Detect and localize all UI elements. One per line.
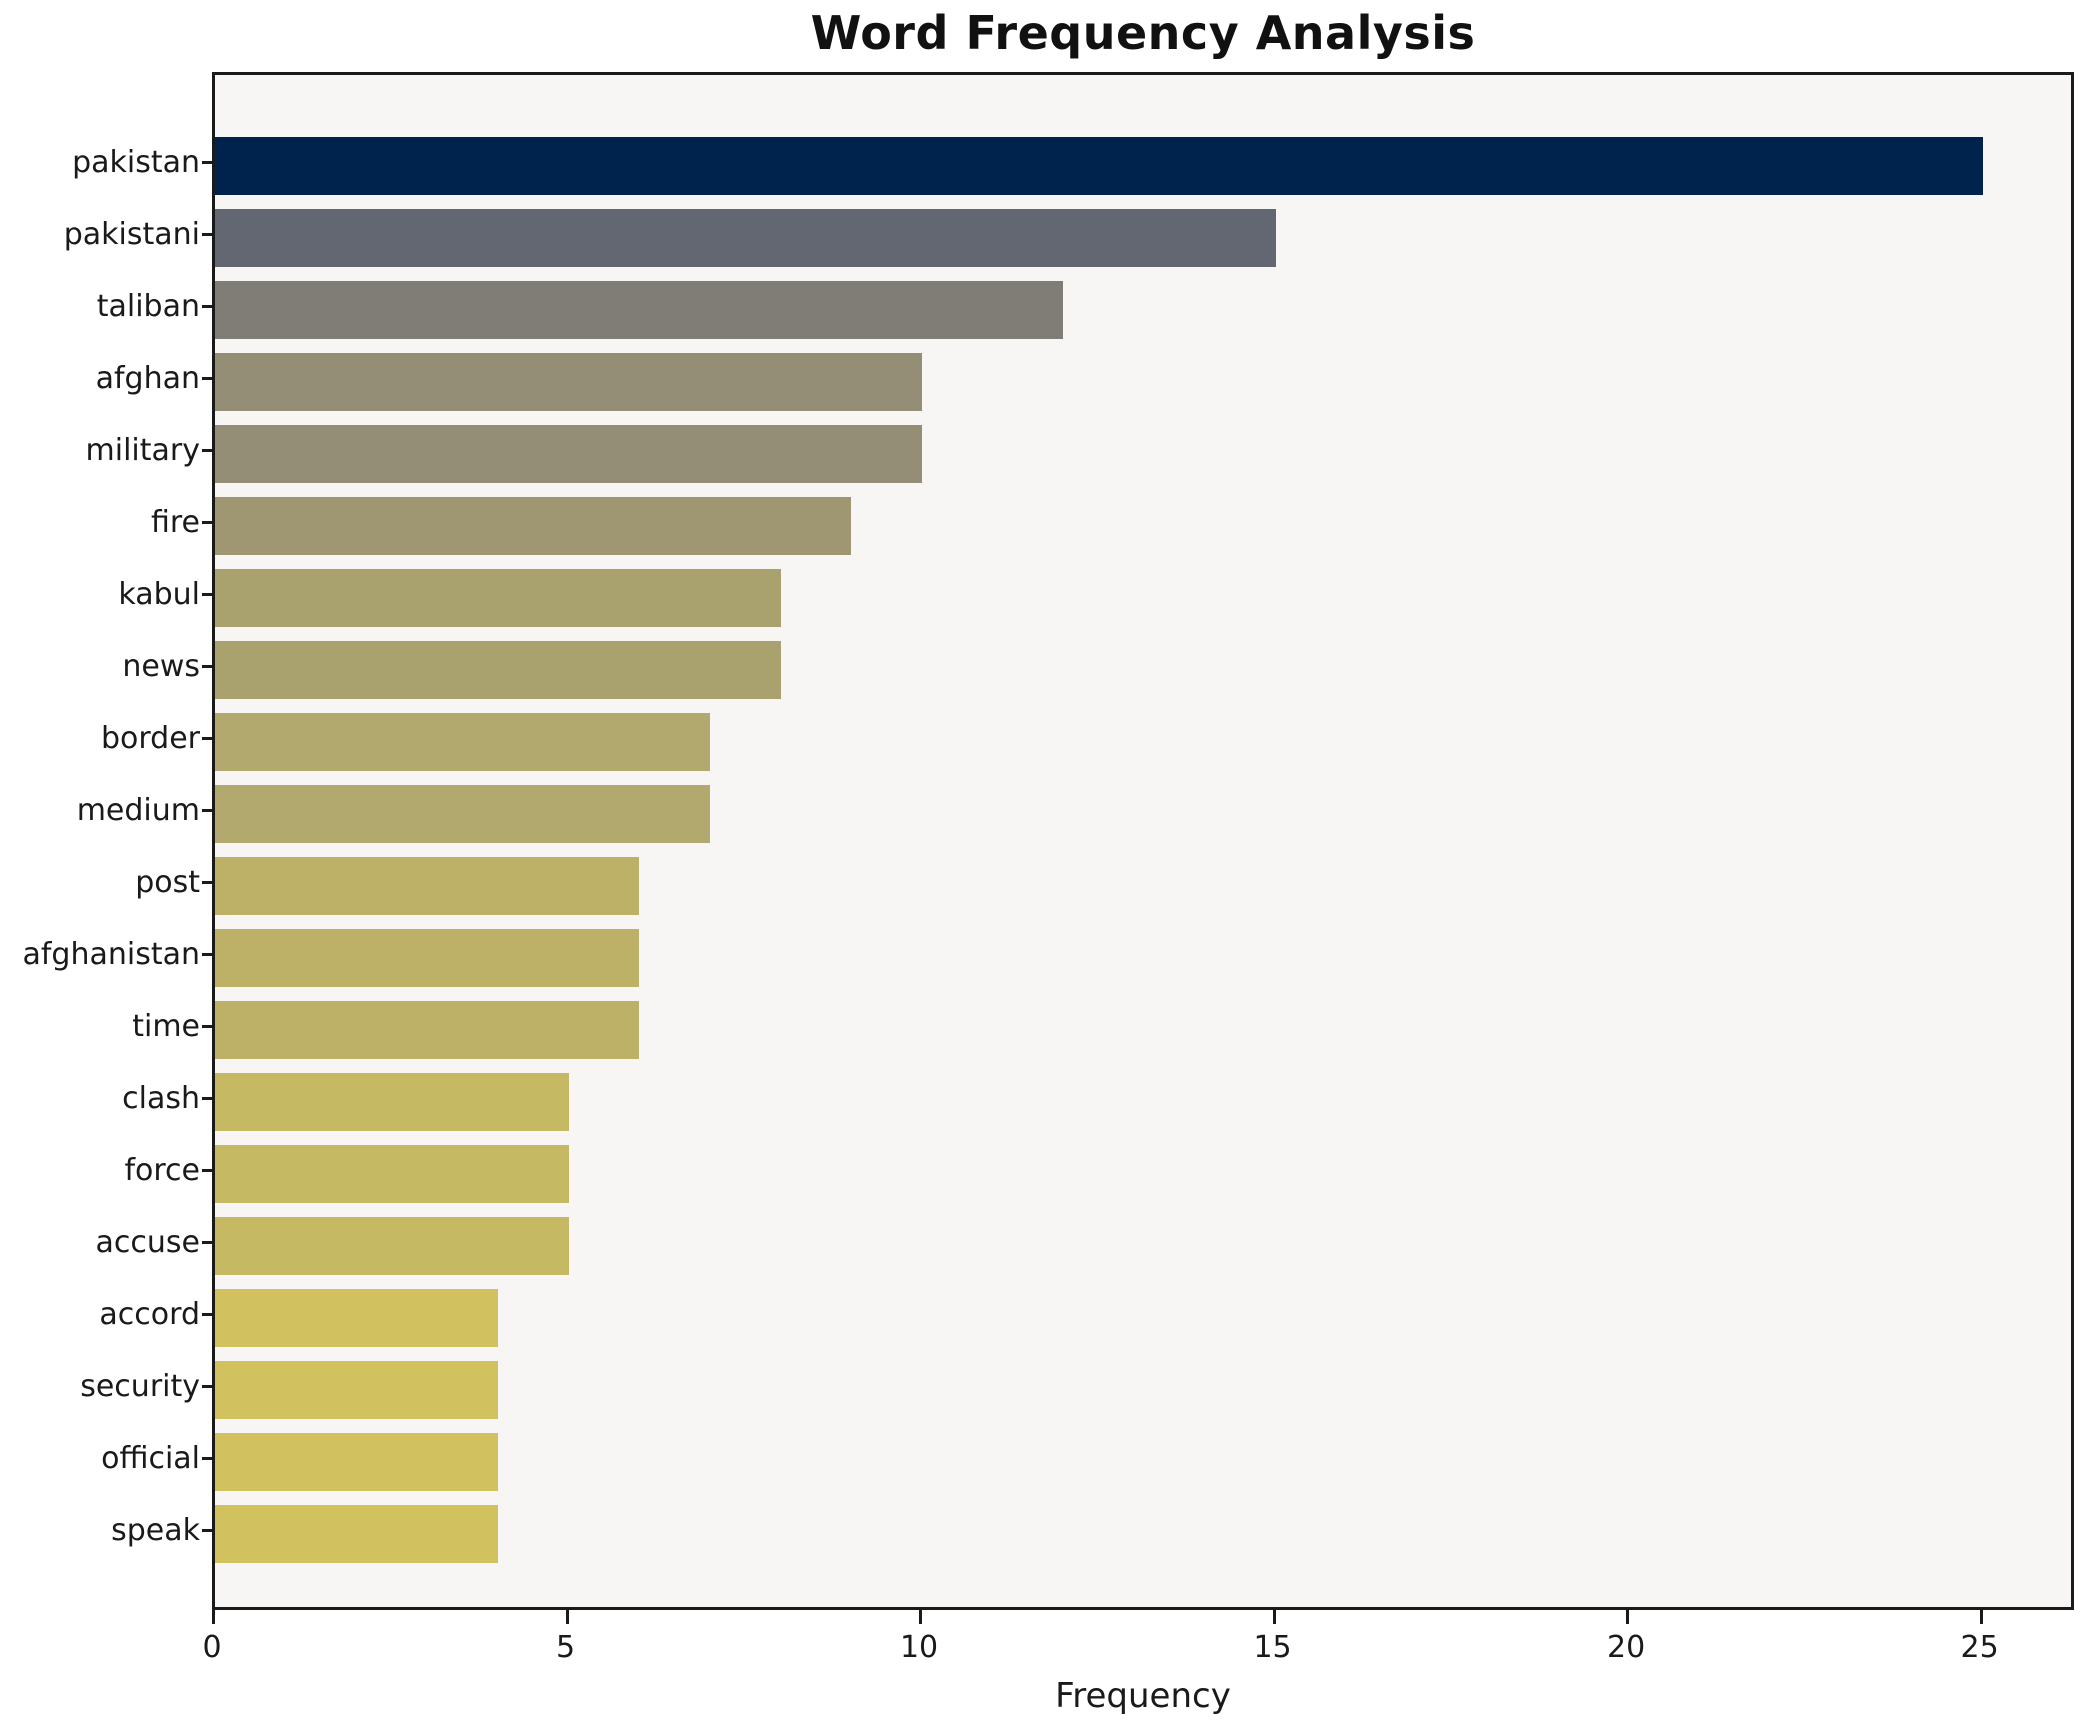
bar-row-speak: [215, 1498, 2071, 1570]
y-tick-official: [202, 1457, 212, 1460]
bar-row-post: [215, 850, 2071, 922]
bar-accuse: [215, 1217, 569, 1275]
y-label-kabul: kabul: [118, 577, 200, 612]
bar-row-time: [215, 994, 2071, 1066]
y-tick-time: [202, 1025, 212, 1028]
y-tick-news: [202, 665, 212, 668]
y-label-pakistan: pakistan: [72, 145, 200, 180]
bar-fire: [215, 497, 852, 555]
x-tick-mark-15: [1272, 1610, 1276, 1624]
bar-row-accord: [215, 1282, 2071, 1354]
y-label-clash: clash: [122, 1081, 200, 1116]
y-label-fire: fire: [150, 505, 200, 540]
y-label-military: military: [85, 433, 200, 468]
bar-time: [215, 1001, 640, 1059]
y-label-border: border: [100, 721, 200, 756]
bar-row-news: [215, 634, 2071, 706]
plot-area: [212, 72, 2074, 1610]
bar-afghanistan: [215, 929, 640, 987]
bar-afghan: [215, 353, 923, 411]
bar-row-security: [215, 1354, 2071, 1426]
y-tick-clash: [202, 1097, 212, 1100]
bar-row-pakistani: [215, 202, 2071, 274]
bar-row-force: [215, 1138, 2071, 1210]
bar-kabul: [215, 569, 781, 627]
y-tick-afghanistan: [202, 953, 212, 956]
bar-pakistani: [215, 209, 1276, 267]
x-tick-label-15: 15: [1253, 1630, 1292, 1665]
x-tick-mark-25: [1979, 1610, 1983, 1624]
y-label-post: post: [135, 865, 200, 900]
bar-row-accuse: [215, 1210, 2071, 1282]
bar-force: [215, 1145, 569, 1203]
y-tick-kabul: [202, 593, 212, 596]
bar-medium: [215, 785, 710, 843]
x-tick-label-10: 10: [899, 1630, 939, 1665]
x-tick-label-25: 25: [1960, 1630, 1999, 1665]
x-tick-mark-10: [919, 1610, 923, 1624]
y-tick-force: [202, 1169, 212, 1172]
y-tick-accuse: [202, 1241, 212, 1244]
bar-row-military: [215, 418, 2071, 490]
y-axis: pakistan pakistani taliban afghan military fi…: [0, 127, 212, 1567]
x-tick-mark-20: [1626, 1610, 1630, 1624]
y-label-force: force: [124, 1153, 200, 1188]
x-tick-mark-0: [212, 1610, 215, 1624]
y-label-time: time: [132, 1009, 200, 1044]
bar-clash: [215, 1073, 569, 1131]
bar-military: [215, 425, 923, 483]
bar-row-fire: [215, 490, 2071, 562]
bar-official: [215, 1433, 498, 1491]
bar-taliban: [215, 281, 1064, 339]
bar-accord: [215, 1289, 498, 1347]
x-tick-mark-5: [565, 1610, 569, 1624]
y-label-pakistani: pakistani: [63, 217, 200, 252]
x-axis: 0 5 10 15 20 25: [202, 1610, 2074, 1690]
bar-row-afghanistan: [215, 922, 2071, 994]
y-label-official: official: [101, 1441, 200, 1476]
bar-row-taliban: [215, 274, 2071, 346]
bar-row-official: [215, 1426, 2071, 1498]
y-tick-speak: [202, 1529, 212, 1532]
x-tick-label-0: 0: [202, 1630, 222, 1665]
x-axis-title: Frequency: [1055, 1676, 1231, 1716]
y-tick-post: [202, 881, 212, 884]
y-tick-military: [202, 449, 212, 452]
bar-row-kabul: [215, 562, 2071, 634]
bar-row-border: [215, 706, 2071, 778]
y-tick-fire: [202, 521, 212, 524]
chart-title: Word Frequency Analysis: [810, 6, 1476, 60]
y-label-speak: speak: [111, 1513, 200, 1548]
y-label-accord: accord: [99, 1297, 200, 1332]
bar-news: [215, 641, 781, 699]
bar-border: [215, 713, 710, 771]
x-tick-label-20: 20: [1607, 1630, 1646, 1665]
bar-pakistan: [215, 137, 1983, 195]
x-tick-label-5: 5: [555, 1630, 576, 1665]
y-tick-accord: [202, 1313, 212, 1316]
y-label-afghanistan: afghanistan: [22, 937, 200, 972]
bar-post: [215, 857, 640, 915]
bar-row-medium: [215, 778, 2071, 850]
y-tick-security: [202, 1385, 212, 1388]
bar-security: [215, 1361, 498, 1419]
y-tick-border: [202, 737, 212, 740]
bar-speak: [215, 1505, 498, 1563]
bar-row-clash: [215, 1066, 2071, 1138]
y-tick-pakistani: [202, 233, 212, 236]
y-tick-medium: [202, 809, 212, 812]
y-tick-afghan: [202, 377, 212, 380]
y-tick-taliban: [202, 305, 212, 308]
bars-layer: [215, 130, 2071, 1570]
y-label-accuse: accuse: [95, 1225, 200, 1260]
y-label-taliban: taliban: [96, 289, 200, 324]
y-tick-pakistan: [202, 161, 212, 164]
bar-row-pakistan: [215, 130, 2071, 202]
y-label-news: news: [122, 649, 200, 684]
y-label-security: security: [80, 1369, 200, 1404]
y-label-medium: medium: [76, 793, 200, 828]
bar-row-afghan: [215, 346, 2071, 418]
y-label-afghan: afghan: [95, 361, 200, 396]
